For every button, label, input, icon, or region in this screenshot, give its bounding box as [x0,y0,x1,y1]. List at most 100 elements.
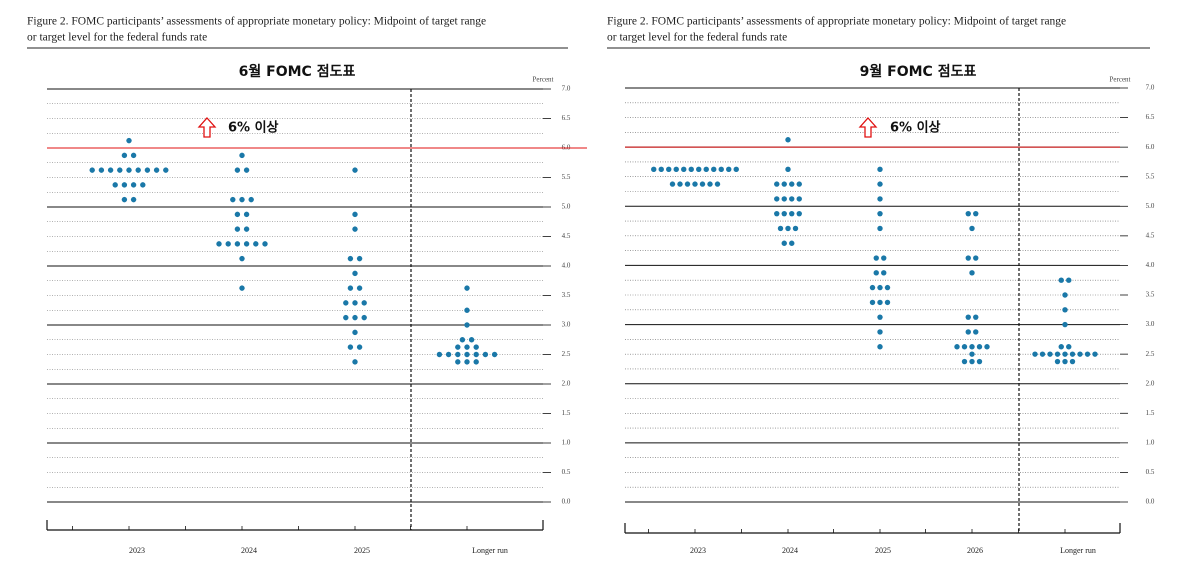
dot [703,166,709,173]
dot [973,329,979,335]
dot [651,166,657,173]
dot [1062,321,1068,328]
dot [785,137,791,143]
dot [1032,351,1038,357]
chart-title: 6월 FOMC 점도표 [239,63,356,80]
dot [881,270,887,276]
dot [491,351,498,358]
dot [688,166,694,173]
up-arrow [197,117,217,138]
dot [126,137,132,144]
dot [352,211,358,218]
y-tick-label: 1.5 [562,409,571,417]
dot [1069,351,1076,357]
dot [459,337,466,343]
dot [112,182,118,188]
dot [877,196,883,202]
dot [714,181,721,187]
dot [234,211,241,218]
dot [243,167,250,173]
y-tick-label: 2.0 [562,380,571,388]
dot [1054,358,1061,365]
dot [140,182,146,188]
dot [253,241,259,247]
dot [225,241,231,247]
figure-caption: Figure 2. FOMC participants’ assessments… [27,16,486,28]
dot [961,344,968,350]
dot [877,181,883,187]
y-tick-label: 5.5 [1146,172,1155,180]
dot [1062,358,1068,365]
y-tick-label: 7.0 [562,85,571,93]
dot [153,167,160,173]
figure-caption: or target level for the federal funds ra… [607,32,787,44]
y-tick-label: 5.0 [562,203,571,211]
y-tick-label: 4.5 [562,232,571,240]
dot [781,240,787,246]
dot [785,166,791,173]
dot [455,344,461,350]
dot [473,359,479,365]
y-tick-label: 6.5 [562,114,571,122]
dot [774,210,780,217]
dot [877,314,883,320]
dot [976,358,983,365]
dot [877,329,883,335]
dot [455,359,461,365]
y-tick-label: 4.0 [1146,261,1155,269]
dot [356,344,363,350]
dot [877,344,883,350]
dot [216,241,222,247]
dot [684,181,691,187]
x-tick-label: 2025 [875,546,891,555]
dot [658,166,664,173]
dot [352,167,358,173]
dot [669,181,676,187]
dot [681,166,687,173]
dot [1062,292,1068,298]
dot [699,181,706,187]
dot [352,314,358,321]
dot [121,196,128,203]
dot [969,351,975,357]
dot [1062,307,1068,313]
dot [954,344,960,350]
dot [130,196,137,203]
dot [884,284,891,291]
dot [361,314,367,321]
dot [718,166,724,173]
dot [98,167,105,173]
dot [248,196,254,203]
annotation: 6% 이상 [890,120,941,136]
dot [673,166,679,173]
dot [445,351,452,358]
dot [965,329,971,335]
dot [677,181,683,187]
x-tick-label: Longer run [1060,546,1096,555]
dot [361,300,367,306]
y-tick-label: 2.0 [1146,379,1155,387]
dot [785,225,791,232]
dot [711,166,717,173]
dot [969,344,975,350]
dot [1066,277,1072,283]
dot [473,351,479,358]
dot [973,210,979,217]
dot [234,226,241,232]
dot [356,255,363,262]
y-tick-label: 3.5 [562,291,571,299]
dot [239,152,245,159]
y-tick-label: 0.0 [1146,498,1155,506]
dot [666,166,672,173]
dot [243,241,250,247]
dot [733,166,739,173]
dot [347,285,354,291]
dot [234,241,241,247]
y-tick-label: 2.5 [1146,350,1155,358]
y-axis-label: Percent [533,76,554,84]
dot [343,300,349,306]
dot-plot: Figure 2. FOMC participants’ assessments… [27,16,587,555]
y-tick-label: 6.5 [1146,113,1155,121]
dot [352,329,358,336]
